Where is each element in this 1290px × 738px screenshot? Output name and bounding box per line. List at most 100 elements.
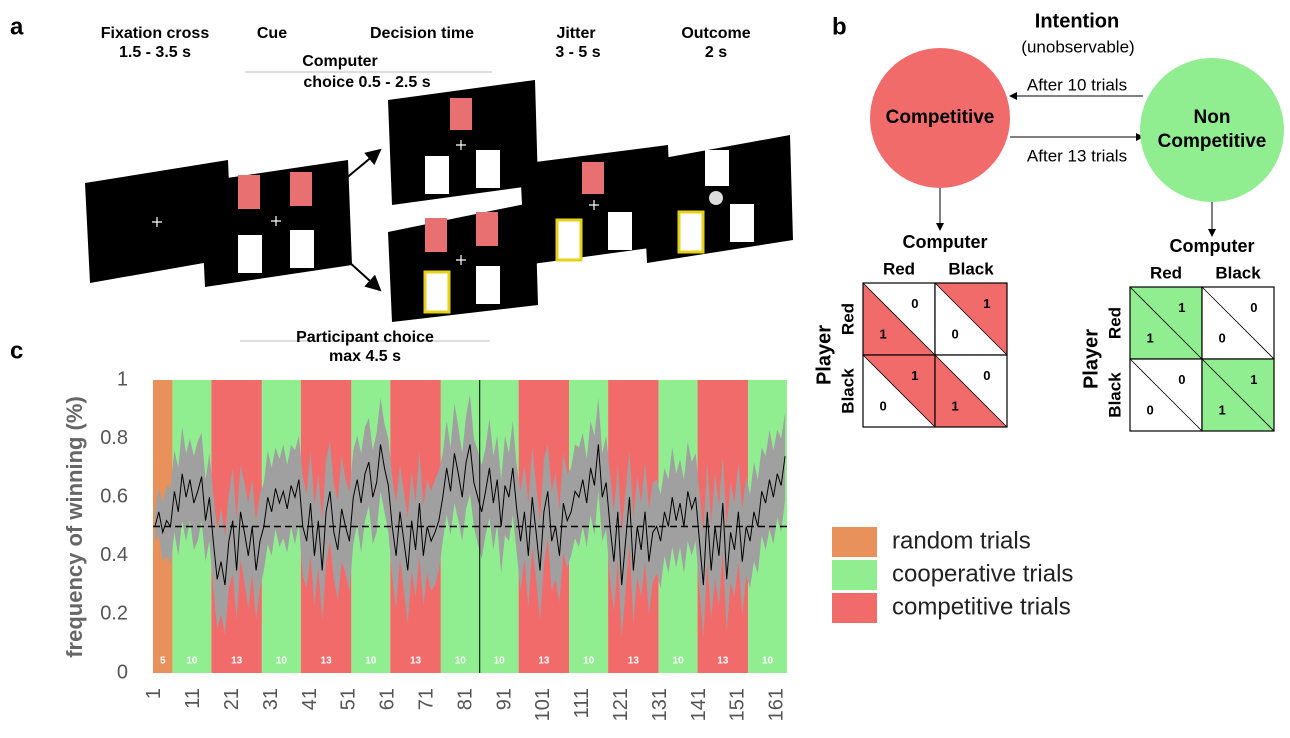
x-tick-label: 111 bbox=[571, 688, 593, 718]
y-tick-label: 0.8 bbox=[100, 427, 128, 449]
transition-label: After 10 trials bbox=[1027, 75, 1127, 94]
block-length: 10 bbox=[673, 656, 685, 667]
card-back bbox=[476, 212, 498, 246]
x-tick-label: 1 bbox=[143, 688, 165, 699]
intention-title: Intention bbox=[1035, 10, 1119, 32]
arrow bbox=[337, 148, 382, 186]
x-tick-label: 51 bbox=[338, 688, 360, 710]
matrix-row-title: Player bbox=[1080, 329, 1102, 389]
payoff: 1 bbox=[1250, 372, 1257, 387]
matrix-column: Red bbox=[883, 259, 915, 278]
x-tick-label: 151 bbox=[727, 688, 749, 721]
fixation-cross bbox=[152, 140, 599, 265]
panel-label: c bbox=[10, 337, 23, 364]
stage-title: Cue bbox=[257, 25, 287, 42]
cell-diagonal bbox=[934, 282, 1008, 356]
face-card bbox=[425, 156, 449, 194]
cell-diagonal bbox=[1129, 286, 1203, 360]
cell-diagonal bbox=[862, 354, 936, 428]
face-card bbox=[608, 212, 632, 250]
face-card bbox=[238, 235, 262, 273]
y-tick-label: 0 bbox=[117, 661, 128, 683]
payoff: 1 bbox=[880, 326, 887, 341]
x-tick-label: 11 bbox=[182, 688, 204, 709]
block-length: 10 bbox=[186, 656, 198, 667]
face-cards bbox=[238, 150, 754, 314]
y-tick-label: 0.4 bbox=[100, 544, 128, 566]
cell-diagonal bbox=[1201, 358, 1275, 432]
x-tick-label: 41 bbox=[299, 688, 321, 710]
cell-diagonal bbox=[862, 282, 936, 356]
y-tick-label: 0.2 bbox=[100, 603, 128, 625]
block-length: 13 bbox=[538, 656, 550, 667]
state-circle bbox=[870, 48, 1010, 188]
y-tick-label: 1 bbox=[117, 368, 128, 390]
x-tick-label: 91 bbox=[493, 688, 515, 710]
legend-swatch bbox=[832, 593, 877, 623]
block-length: 10 bbox=[365, 656, 377, 667]
participant-choice: max 4.5 s bbox=[329, 348, 401, 365]
x-tick-label: 31 bbox=[260, 688, 282, 710]
x-tick-label: 101 bbox=[532, 688, 554, 721]
matrix-column-title: Computer bbox=[903, 232, 988, 252]
coin bbox=[709, 191, 723, 205]
payoff: 1 bbox=[1219, 402, 1226, 417]
computer-choice: Computer bbox=[302, 53, 378, 70]
face-card bbox=[290, 230, 314, 268]
participant-choice: Participant choice bbox=[296, 329, 434, 346]
win-line bbox=[154, 444, 786, 586]
state-circle bbox=[1140, 58, 1284, 202]
stage-title: Outcome bbox=[681, 25, 750, 42]
payoff: 1 bbox=[952, 398, 959, 413]
block-length: 13 bbox=[628, 656, 640, 667]
payoff: 0 bbox=[983, 368, 990, 383]
transition-label: After 13 trials bbox=[1027, 146, 1127, 165]
payoff: 1 bbox=[1178, 300, 1185, 315]
y-tick-label: 0.6 bbox=[100, 485, 128, 507]
matrix-column: Black bbox=[948, 259, 994, 278]
matrix-row-title: Player bbox=[813, 325, 835, 385]
block-length: 10 bbox=[276, 656, 288, 667]
face-card bbox=[705, 150, 729, 186]
face-card bbox=[423, 270, 451, 314]
legend-swatch bbox=[832, 560, 877, 590]
matrix-row: Red bbox=[1105, 307, 1124, 339]
card-back bbox=[290, 172, 312, 206]
legend-label: cooperative trials bbox=[892, 560, 1073, 587]
matrix-column-title: Computer bbox=[1170, 236, 1255, 256]
matrix-column: Black bbox=[1215, 263, 1261, 282]
payoff: 1 bbox=[1147, 330, 1154, 345]
error-band bbox=[154, 394, 786, 638]
cell-border bbox=[1201, 358, 1275, 432]
panel-label: a bbox=[10, 13, 24, 40]
stage-duration: 3 - 5 s bbox=[555, 44, 600, 61]
payoff: 0 bbox=[1178, 372, 1185, 387]
legend-label: random trials bbox=[892, 527, 1031, 554]
payoff: 0 bbox=[952, 326, 959, 341]
face-card bbox=[476, 266, 500, 304]
stage-title: Decision time bbox=[370, 25, 474, 42]
payoff: 1 bbox=[911, 368, 918, 383]
payoff: 0 bbox=[1147, 402, 1154, 417]
crosses bbox=[152, 140, 599, 265]
legend-swatch bbox=[832, 527, 877, 557]
block-length: 13 bbox=[231, 656, 243, 667]
block-length: 13 bbox=[321, 656, 333, 667]
state-label: Competitive bbox=[1158, 131, 1267, 152]
card-back bbox=[238, 175, 260, 209]
block-length: 13 bbox=[410, 656, 422, 667]
payoff: 1 bbox=[983, 296, 990, 311]
x-tick-label: 71 bbox=[415, 688, 437, 710]
x-tick-label: 121 bbox=[610, 688, 632, 721]
x-tick-label: 161 bbox=[766, 688, 788, 721]
screen bbox=[388, 202, 538, 322]
payoff: 0 bbox=[880, 398, 887, 413]
stage-title: Fixation cross bbox=[101, 25, 210, 42]
block-length: 10 bbox=[494, 656, 506, 667]
legend-label: competitive trials bbox=[892, 593, 1071, 620]
intention-subtitle: (unobservable) bbox=[1021, 37, 1134, 56]
stage-title: Jitter bbox=[556, 25, 595, 42]
x-tick-label: 131 bbox=[649, 688, 671, 721]
payoff: 0 bbox=[1219, 330, 1226, 345]
